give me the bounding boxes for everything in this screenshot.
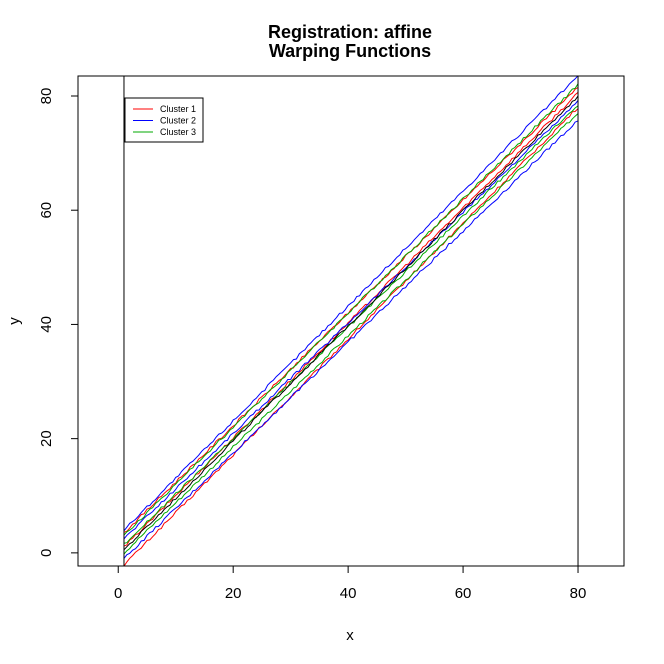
- series-line-9: [123, 95, 579, 551]
- series-line-1: [123, 92, 579, 547]
- series-line-5: [123, 75, 579, 532]
- y-tick-label-1: 20: [38, 430, 55, 447]
- x-tick-label-4: 80: [570, 585, 587, 602]
- y-axis-label: y: [6, 317, 23, 325]
- series-line-3: [123, 120, 579, 559]
- legend-label-3: Cluster 3: [160, 127, 196, 137]
- y-tick-label-3: 60: [38, 202, 55, 219]
- chart-title: Registration: affine: [268, 22, 432, 42]
- x-tick-label-1: 20: [225, 585, 242, 602]
- series-layer: [123, 75, 579, 567]
- series-line-2: [123, 87, 579, 533]
- chart-subtitle: Warping Functions: [269, 41, 431, 61]
- legend-label-1: Cluster 1: [160, 104, 196, 114]
- x-axis-label: x: [346, 627, 354, 644]
- x-tick-label-0: 0: [114, 585, 122, 602]
- y-tick-label-0: 0: [38, 549, 55, 557]
- legend-label-2: Cluster 2: [160, 116, 196, 126]
- series-line-4: [123, 100, 579, 540]
- series-line-8: [123, 83, 579, 536]
- series-line-0: [123, 108, 579, 567]
- reference-lines: [123, 76, 579, 566]
- series-line-7: [123, 105, 579, 544]
- series-line-6: [123, 113, 579, 555]
- y-tick-label-4: 80: [38, 88, 55, 105]
- y-tick-label-2: 40: [38, 316, 55, 333]
- plot-frame: [77, 75, 625, 567]
- x-tick-label-3: 60: [455, 585, 472, 602]
- x-tick-label-2: 40: [340, 585, 357, 602]
- x-axis: 0 20 40 60 80: [114, 566, 586, 602]
- y-axis: 0 20 40 60 80: [38, 88, 78, 557]
